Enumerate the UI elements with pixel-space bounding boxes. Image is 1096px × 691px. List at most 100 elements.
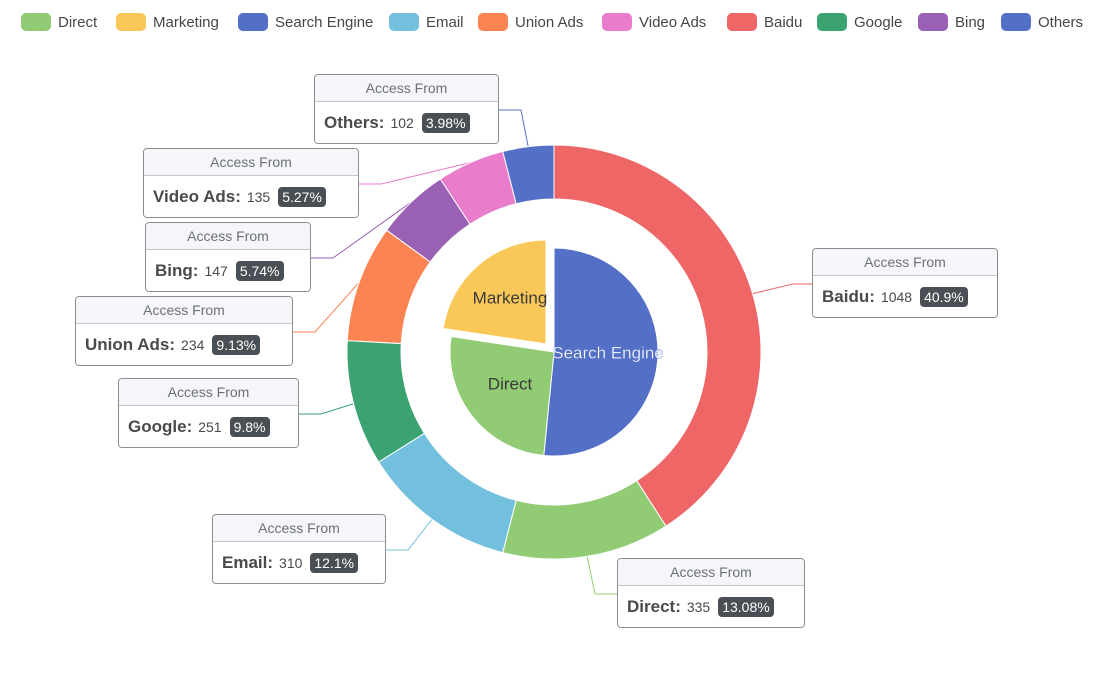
legend-label: Email	[426, 13, 464, 31]
legend-label: Others	[1038, 13, 1084, 31]
legend-swatch	[602, 13, 632, 31]
callout-separator: :	[192, 261, 199, 280]
outer-slice-baidu[interactable]	[553, 144, 762, 527]
legend-swatch	[1001, 13, 1031, 31]
callout-name: Bing	[155, 261, 193, 280]
callout-separator: :	[186, 417, 193, 436]
callout-title: Access From	[213, 515, 385, 542]
callout-value: 310	[279, 555, 303, 571]
callout-value: 251	[198, 419, 222, 435]
outer-slice-direct[interactable]	[502, 480, 667, 560]
leader-line-google	[299, 403, 354, 415]
callout-baidu: Access From Baidu:1048 40.9%	[812, 248, 998, 318]
callout-title: Access From	[813, 249, 997, 276]
callout-percent-badge: 12.1%	[310, 553, 359, 573]
callout-name: Video Ads	[153, 187, 236, 206]
callout-title: Access From	[618, 559, 804, 586]
callout-separator: :	[675, 597, 681, 616]
callout-separator: :	[378, 113, 385, 132]
legend-swatch	[21, 13, 51, 31]
callout-title: Access From	[119, 379, 298, 406]
callout-value: 1048	[880, 289, 913, 305]
legend-label: Baidu	[764, 13, 803, 31]
leader-line-email	[386, 518, 433, 551]
inner-labels: Search Engine Direct Marketing	[473, 288, 664, 393]
leader-line-bing	[311, 201, 412, 259]
callout-video-ads: Access From Video Ads:135 5.27%	[143, 148, 359, 218]
legend-label: Marketing	[153, 13, 219, 31]
leader-line-direct	[586, 556, 617, 595]
callout-percent-badge: 9.13%	[212, 335, 261, 355]
callout-email: Access From Email:310 12.1%	[212, 514, 386, 584]
legend-item-video-ads[interactable]: Video Ads	[602, 13, 706, 31]
callout-value: 147	[204, 263, 228, 279]
legend-swatch	[389, 13, 419, 31]
callout-separator: :	[235, 187, 241, 206]
outer-ring	[346, 144, 762, 560]
callout-bing: Access From Bing:147 5.74%	[145, 222, 311, 292]
callout-value: 234	[181, 337, 205, 353]
legend-item-others-ad[interactable]: Others	[1001, 13, 1083, 31]
legend-item-direct[interactable]: Direct	[21, 13, 97, 31]
callout-value: 135	[246, 189, 271, 205]
inner-pie	[442, 239, 659, 457]
callout-percent-badge: 3.98%	[421, 113, 470, 133]
legend-swatch	[238, 13, 268, 31]
legend-label: Search Engine	[275, 13, 374, 31]
callout-percent-badge: 9.8%	[229, 417, 270, 437]
outer-slice-email[interactable]	[377, 432, 517, 554]
legend-item-bing[interactable]: Bing	[918, 13, 985, 31]
legend-label: Union Ads	[515, 13, 584, 31]
callout-title: Access From	[315, 75, 498, 102]
callout-percent-badge: 13.08%	[718, 597, 774, 617]
callout-percent-badge: 5.74%	[235, 261, 284, 281]
legend-swatch	[817, 13, 847, 31]
callout-direct: Access From Direct:335 13.08%	[617, 558, 805, 628]
callout-title: Access From	[146, 223, 310, 250]
inner-slice-search-engine[interactable]	[543, 247, 659, 457]
callout-value: 102	[390, 115, 414, 131]
legend-label: Direct	[58, 13, 98, 31]
callout-others: Access From Others:102 3.98%	[314, 74, 499, 144]
inner-label-search-engine: Search Engine	[552, 343, 664, 362]
legend-swatch	[116, 13, 146, 31]
legend-item-search-engine[interactable]: Search Engine	[238, 13, 373, 31]
callout-percent-badge: 5.27%	[278, 187, 326, 207]
inner-slice-marketing[interactable]	[442, 239, 547, 345]
leader-line-union-ads	[293, 282, 360, 333]
callout-name: Baidu	[822, 287, 870, 306]
leader-lines	[293, 109, 812, 595]
callout-name: Direct	[627, 597, 676, 616]
leader-line-others	[499, 109, 529, 147]
chart-legend: Direct Marketing Search Engine Email Union A…	[0, 0, 1096, 40]
callout-separator: :	[267, 553, 274, 572]
legend-label: Google	[854, 13, 903, 31]
legend-label: Bing	[955, 13, 986, 31]
legend-item-email[interactable]: Email	[389, 13, 464, 31]
legend-item-union-ads[interactable]: Union Ads	[478, 13, 583, 31]
callout-title: Access From	[144, 149, 358, 176]
legend-item-marketing[interactable]: Marketing	[116, 13, 219, 31]
leader-line-video-ads	[359, 162, 471, 185]
callout-union-ads: Access From Union Ads:234 9.13%	[75, 296, 293, 366]
leader-line-baidu	[752, 283, 812, 295]
legend-item-google[interactable]: Google	[817, 13, 902, 31]
legend-item-baidu[interactable]: Baidu	[727, 13, 802, 31]
legend-label: Video Ads	[639, 13, 707, 31]
callout-value: 335	[686, 599, 711, 615]
callout-name: Email	[222, 553, 268, 572]
legend-swatch	[478, 13, 508, 31]
callout-separator: :	[169, 335, 176, 354]
callout-name: Others	[324, 113, 379, 132]
callout-title: Access From	[76, 297, 292, 324]
callout-google: Access From Google:251 9.8%	[118, 378, 299, 448]
callout-name: Union Ads	[85, 335, 170, 354]
callout-name: Google	[128, 417, 187, 436]
inner-slice-direct[interactable]	[449, 335, 555, 457]
callout-percent-badge: 40.9%	[920, 287, 968, 307]
legend-swatch	[727, 13, 757, 31]
inner-label-direct: Direct	[488, 374, 533, 393]
outer-slice-others[interactable]	[502, 144, 555, 205]
inner-label-marketing: Marketing	[473, 288, 548, 307]
